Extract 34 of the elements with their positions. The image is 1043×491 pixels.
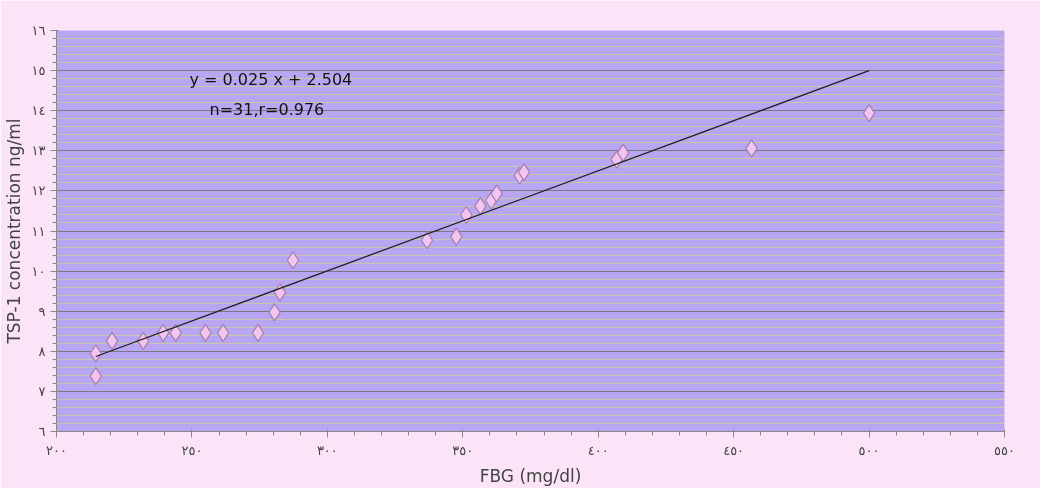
- y-tick-label: ١٣: [31, 143, 46, 159]
- y-tick-label: ١٠: [31, 263, 46, 279]
- point: [420, 231, 434, 250]
- point: [517, 162, 531, 182]
- y-tick-label: ١٦: [31, 23, 46, 38]
- x-tick-label: ٥٥٠: [994, 442, 1015, 458]
- point: [105, 331, 119, 350]
- x-tick-label: ٥٠٠: [858, 442, 880, 458]
- y-tick-label: ١٢: [31, 183, 46, 199]
- y-tick-label: ٦: [38, 424, 46, 439]
- x-tick-label: ٤٥٠: [723, 442, 745, 458]
- y-tick-label: ١٤: [31, 103, 46, 119]
- x-tick-label: ٣٠٠: [316, 442, 338, 458]
- y-tick-label: ١١: [31, 223, 46, 239]
- x-tick-label: ٤٠٠: [587, 442, 609, 458]
- point: [89, 344, 103, 363]
- x-axis-title: FBG (mg/dl): [479, 465, 582, 486]
- point: [862, 104, 876, 123]
- y-tick-label: ١٥: [31, 63, 46, 79]
- x-tick-label: ٣٥٠: [452, 442, 474, 458]
- annotation: y = 0.025 x + 2.504: [189, 69, 353, 89]
- y-axis-title: TSP-1 concentration ng/ml: [3, 118, 24, 345]
- point: [89, 367, 103, 386]
- annotation: n=31,r=0.976: [209, 99, 325, 119]
- x-tick-label: ٢٠٠: [46, 442, 67, 458]
- y-tick-label: ٧: [38, 383, 46, 399]
- y-tick-label: ٩: [38, 303, 46, 319]
- x-tick-label: ٢٥٠: [181, 442, 203, 458]
- point: [286, 251, 300, 270]
- point: [216, 323, 230, 342]
- y-tick-label: ٨: [38, 343, 46, 359]
- point: [273, 283, 287, 302]
- point: [616, 143, 630, 162]
- point: [251, 323, 265, 342]
